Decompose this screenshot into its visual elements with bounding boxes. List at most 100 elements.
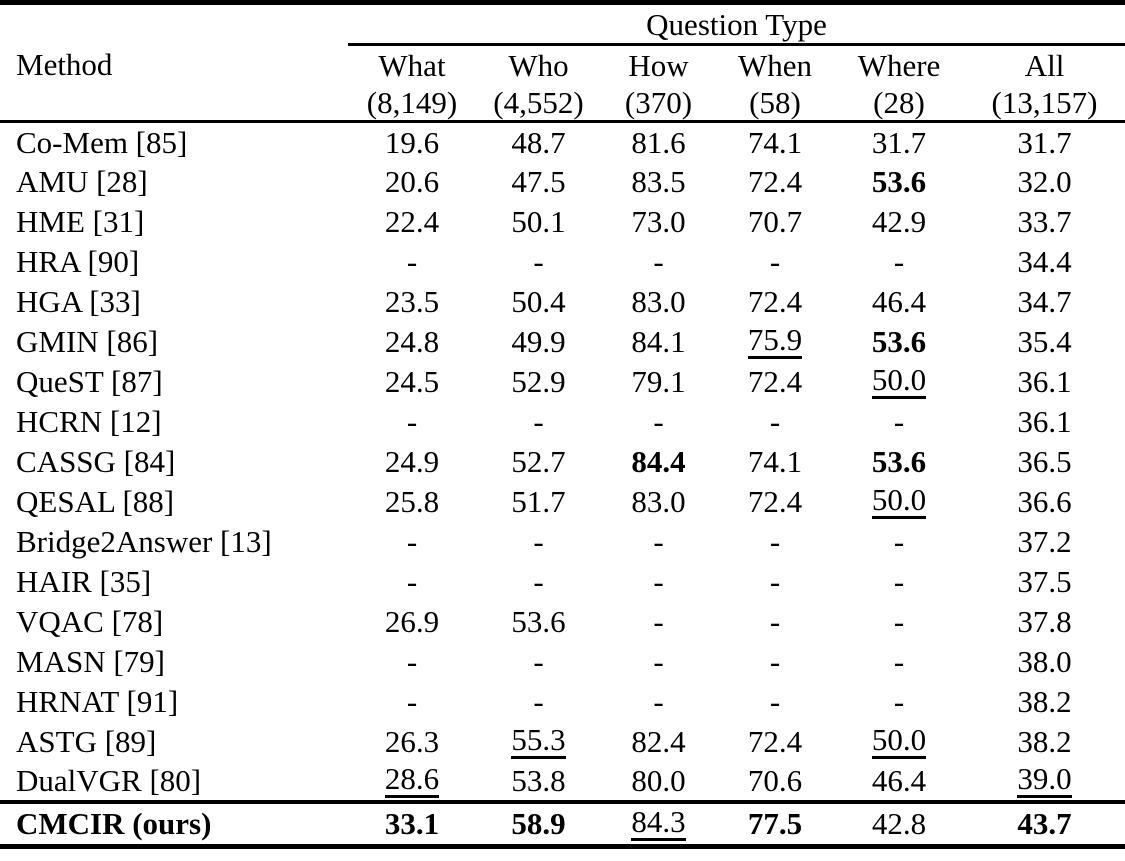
value-cell: -	[348, 682, 476, 722]
value-text: 53.6	[511, 604, 566, 639]
column-header-who: Who	[508, 47, 569, 83]
value-text: 23.5	[384, 284, 440, 319]
value-text: -	[533, 244, 544, 279]
value-cell: 38.2	[964, 682, 1125, 722]
value-text: 42.8	[871, 806, 927, 842]
method-cell: HCRN [12]	[16, 404, 162, 439]
value-cell: 24.9	[348, 442, 476, 482]
value-cell: -	[716, 642, 834, 682]
value-text: 19.6	[384, 124, 440, 160]
method-column-header: Method	[16, 47, 113, 82]
value-text: 42.9	[871, 204, 927, 239]
value-cell: 53.8	[476, 762, 601, 802]
value-text: 38.2	[1017, 724, 1072, 759]
value-text: 77.5	[747, 806, 803, 842]
table-row: Co-Mem [85] 19.6 48.7 81.6 74.1 31.7 31.7	[0, 122, 1125, 162]
table-row: HGA [33] 23.5 50.4 83.0 72.4 46.4 34.7	[0, 282, 1125, 322]
table-row: QueST [87] 24.5 52.9 79.1 72.4 50.0 36.1	[0, 362, 1125, 402]
value-text: -	[769, 244, 781, 279]
value-cell: 37.8	[964, 602, 1125, 642]
value-text: 79.1	[631, 364, 686, 399]
value-cell: 70.7	[716, 202, 834, 242]
method-cell: HRNAT [91]	[16, 684, 179, 719]
value-cell: -	[601, 242, 716, 282]
method-cell: HRA [90]	[16, 244, 140, 279]
method-cell: DualVGR [80]	[16, 763, 202, 798]
value-text: 47.5	[511, 164, 566, 199]
value-text: -	[406, 644, 418, 679]
value-text: 31.7	[1017, 124, 1072, 160]
value-cell: 20.6	[348, 162, 476, 202]
value-cell: 22.4	[348, 202, 476, 242]
value-text: 53.6	[871, 164, 927, 199]
table-row: AMU [28] 20.6 47.5 83.5 72.4 53.6 32.0	[0, 162, 1125, 202]
value-text: 20.6	[384, 164, 440, 199]
value-cell: 53.6	[834, 442, 964, 482]
value-cell: 50.0	[834, 482, 964, 522]
group-header: Question Type	[348, 2, 1125, 46]
value-cell: 83.5	[601, 162, 716, 202]
value-cell: -	[834, 642, 964, 682]
value-text: 50.0	[871, 362, 927, 399]
value-text: 34.4	[1017, 244, 1072, 279]
value-text: 75.9	[747, 322, 803, 359]
table-row: HME [31] 22.4 50.1 73.0 70.7 42.9 33.7	[0, 202, 1125, 242]
value-cell: 42.9	[834, 202, 964, 242]
value-cell: 83.0	[601, 282, 716, 322]
value-cell: 84.3	[601, 799, 716, 847]
value-text: -	[769, 524, 781, 559]
value-cell: 39.0	[964, 762, 1125, 802]
value-text: 36.6	[1017, 484, 1072, 519]
value-text: 72.4	[747, 724, 803, 759]
value-cell: 58.9	[476, 799, 601, 847]
value-text: -	[533, 684, 544, 719]
value-text: 83.0	[631, 284, 686, 319]
value-text: 84.3	[631, 804, 686, 842]
column-header-how: How	[628, 47, 689, 83]
value-text: 84.1	[631, 324, 686, 359]
value-text: -	[769, 564, 781, 599]
value-text: -	[893, 644, 905, 679]
value-text: 39.0	[1017, 761, 1072, 798]
value-text: 51.7	[511, 484, 566, 519]
column-count-how: (370)	[601, 84, 716, 123]
value-text: 53.8	[511, 763, 566, 798]
value-cell: 46.4	[834, 282, 964, 322]
value-text: 72.4	[747, 284, 803, 319]
value-text: -	[893, 404, 905, 439]
value-text: -	[533, 524, 544, 559]
value-cell: 26.3	[348, 722, 476, 762]
value-cell: -	[716, 602, 834, 642]
table-row: ASTG [89] 26.3 55.3 82.4 72.4 50.0 38.2	[0, 722, 1125, 762]
value-cell: -	[348, 562, 476, 602]
value-text: -	[653, 524, 664, 559]
value-text: 37.5	[1017, 564, 1072, 599]
value-text: 32.0	[1017, 164, 1072, 199]
column-count-all: (13,157)	[964, 84, 1125, 123]
value-cell: 36.1	[964, 362, 1125, 402]
method-cell: CASSG [84]	[16, 444, 176, 479]
value-cell: -	[834, 402, 964, 442]
value-text: 50.1	[511, 204, 566, 239]
method-cell: HAIR [35]	[16, 564, 152, 599]
value-text: 33.1	[384, 806, 440, 842]
corner-cell	[0, 3, 348, 45]
value-cell: 72.4	[716, 722, 834, 762]
value-text: 72.4	[747, 164, 803, 199]
value-text: -	[653, 244, 664, 279]
value-text: 24.9	[384, 444, 440, 479]
table-row: HRNAT [91] - - - - - 38.2	[0, 682, 1125, 722]
value-cell: 38.2	[964, 722, 1125, 762]
value-text: 28.6	[384, 761, 440, 798]
value-text: -	[406, 564, 418, 599]
value-text: 38.2	[1017, 684, 1072, 719]
value-text: 26.3	[384, 724, 440, 759]
value-cell: 33.1	[348, 799, 476, 847]
value-text: -	[406, 244, 418, 279]
table-row: QESAL [88] 25.8 51.7 83.0 72.4 50.0 36.6	[0, 482, 1125, 522]
value-cell: -	[834, 242, 964, 282]
value-text: 31.7	[871, 124, 927, 160]
value-cell: 48.7	[476, 122, 601, 162]
value-text: 33.7	[1017, 204, 1072, 239]
method-cell: GMIN [86]	[16, 324, 159, 359]
